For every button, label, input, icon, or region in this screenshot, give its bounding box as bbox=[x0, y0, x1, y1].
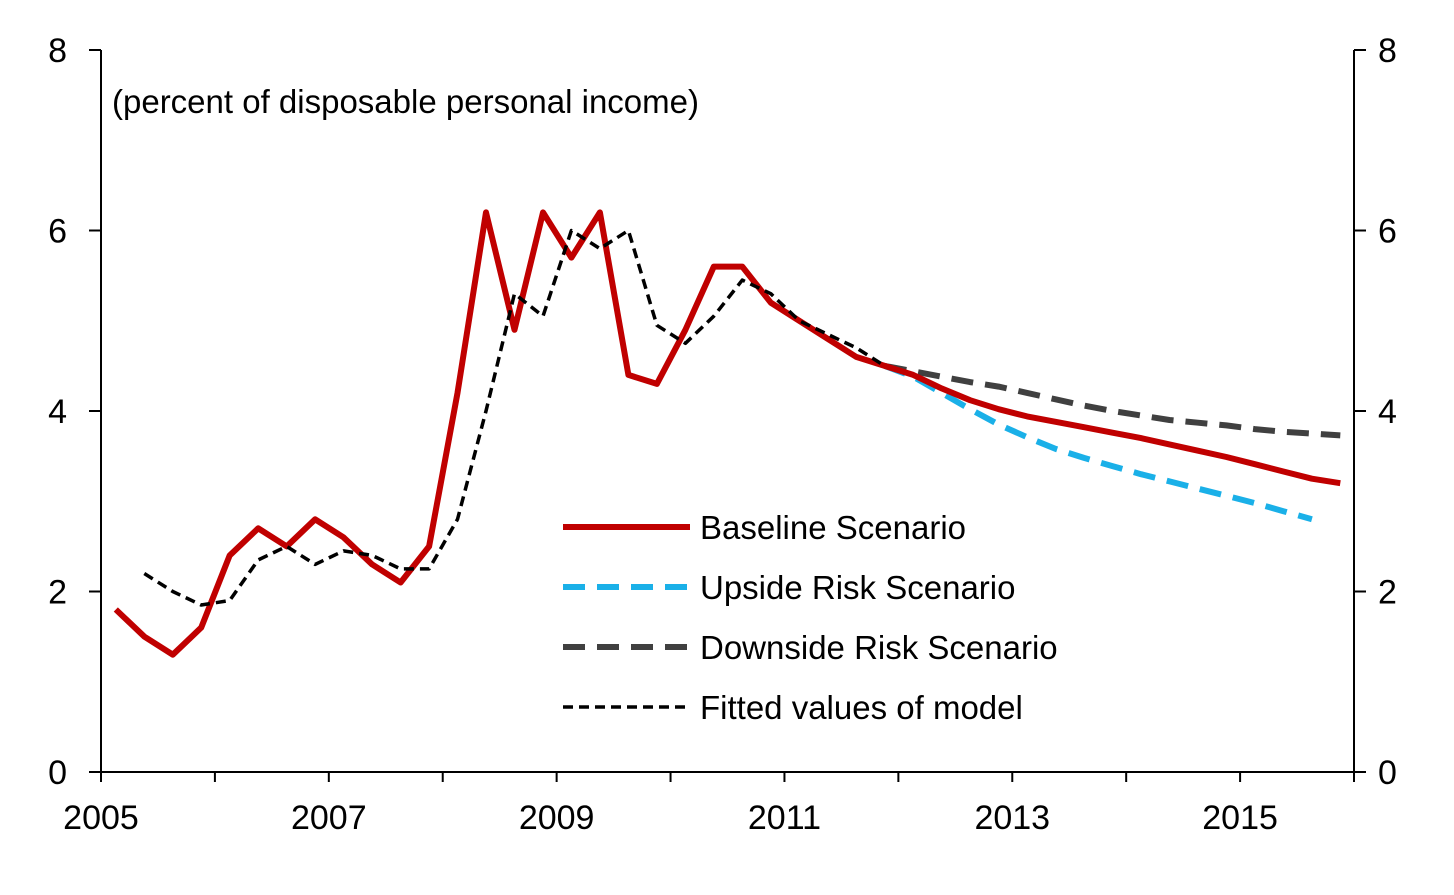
y-axis-unit-note: (percent of disposable personal income) bbox=[112, 83, 699, 120]
x-tick-label-2005: 2005 bbox=[63, 799, 139, 837]
y-tick-label-left-6: 6 bbox=[48, 213, 67, 251]
series-layer bbox=[113, 209, 1341, 658]
series-line-downside-risk-scenario bbox=[884, 362, 1341, 439]
x-tick-label-2013: 2013 bbox=[974, 799, 1050, 837]
y-tick-label-right-4: 4 bbox=[1378, 393, 1397, 431]
y-tick-label-right-2: 2 bbox=[1378, 574, 1397, 612]
legend-label-baseline-scenario: Baseline Scenario bbox=[700, 509, 966, 546]
y-tick-label-right-0: 0 bbox=[1378, 754, 1397, 792]
series-line-upside-risk-scenario bbox=[883, 363, 1313, 523]
y-tick-label-right-6: 6 bbox=[1378, 213, 1397, 251]
legend-label-fitted-values-of-model: Fitted values of model bbox=[700, 689, 1023, 726]
y-tick-label-left-8: 8 bbox=[48, 32, 67, 70]
x-tick-label-2011: 2011 bbox=[748, 799, 821, 837]
ticks-layer: 0 0 2 2 4 4 6 6 8 8 2005 2007 2009 2011 2013 2015 bbox=[48, 32, 1397, 837]
series-line-fitted-values-of-model bbox=[143, 228, 886, 607]
y-tick-label-right-8: 8 bbox=[1378, 32, 1397, 70]
x-tick-label-2015: 2015 bbox=[1202, 799, 1278, 837]
x-tick-label-2007: 2007 bbox=[291, 799, 367, 837]
legend-label-upside-risk-scenario: Upside Risk Scenario bbox=[700, 569, 1015, 606]
legend-label-downside-risk-scenario: Downside Risk Scenario bbox=[700, 629, 1058, 666]
y-tick-label-left-4: 4 bbox=[48, 393, 67, 431]
y-tick-label-left-2: 2 bbox=[48, 574, 67, 612]
legend: Baseline Scenario Upside Risk Scenario Dow… bbox=[563, 509, 1058, 726]
series-line-baseline-scenario bbox=[113, 209, 1341, 658]
y-tick-label-left-0: 0 bbox=[48, 754, 67, 792]
x-tick-label-2009: 2009 bbox=[519, 799, 595, 837]
